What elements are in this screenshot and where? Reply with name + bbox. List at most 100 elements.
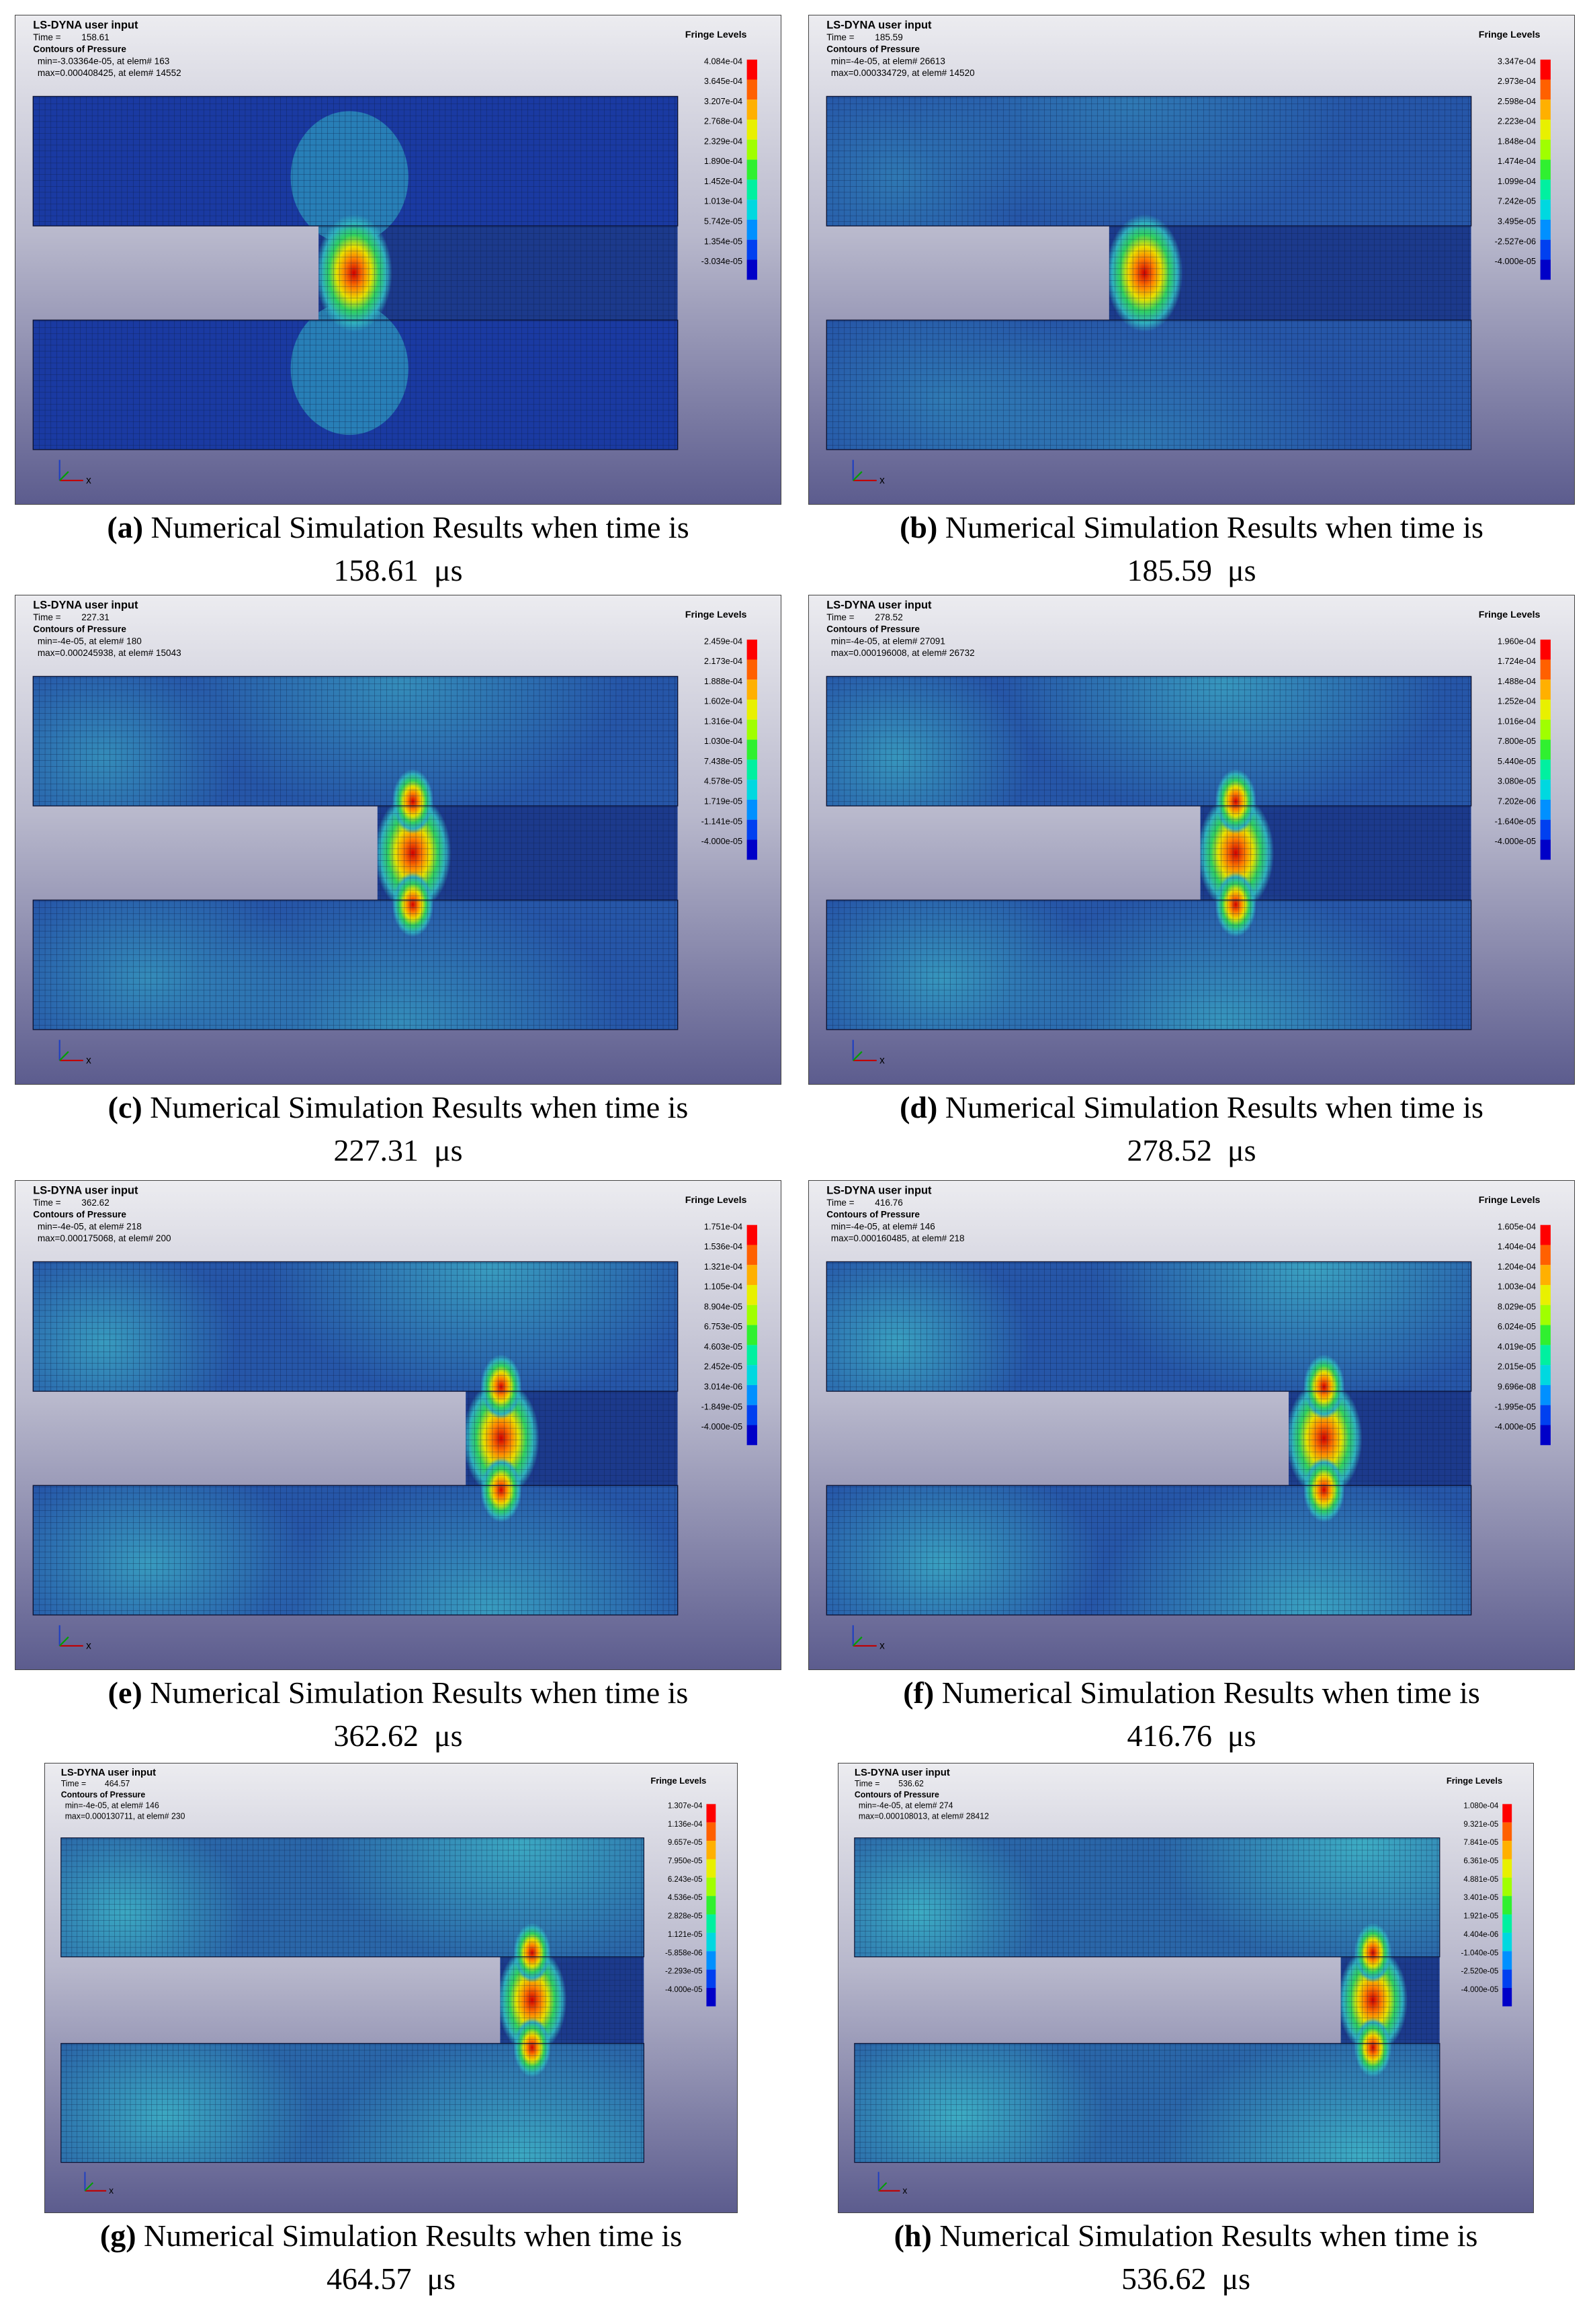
colorbar-segment <box>1540 1384 1551 1405</box>
caption-time: 416.76 <box>1127 1718 1212 1753</box>
time-label: Time = <box>826 612 854 622</box>
fringe-level: 3.207e-04 <box>704 97 742 106</box>
caption-unit: μs <box>433 1718 463 1753</box>
colorbar-segment <box>746 239 757 260</box>
fringe-level: 1.013e-04 <box>704 197 742 206</box>
fringe-level: 6.024e-05 <box>1498 1322 1536 1331</box>
triad-axis <box>58 1051 69 1061</box>
caption-line: 536.62 μs <box>838 2257 1534 2300</box>
colorbar-segment <box>746 1265 757 1286</box>
colorbar-segment <box>1502 1932 1512 1952</box>
min-line: min=-4e-05, at elem# 146 <box>65 1800 159 1810</box>
fringe-level: -4.000e-05 <box>1495 1422 1536 1431</box>
colorbar-segment <box>746 1345 757 1366</box>
colorbar-segment <box>746 819 757 840</box>
caption-unit: μs <box>1227 1133 1256 1167</box>
fringe-level: 3.347e-04 <box>1498 56 1536 66</box>
colorbar-segment <box>1540 780 1551 800</box>
colorbar-segment <box>706 1841 716 1860</box>
plate-outline <box>32 675 679 806</box>
fringe-level: 1.404e-04 <box>1498 1242 1536 1251</box>
fringe-level: 1.121e-05 <box>668 1931 703 1939</box>
plate-outline <box>826 319 1472 450</box>
min-line: min=-4e-05, at elem# 218 <box>38 1221 142 1231</box>
time-label: Time = <box>855 1779 880 1788</box>
triad-axis <box>877 2182 888 2192</box>
contour-label: Contours of Pressure <box>33 1210 126 1220</box>
panel-label: (c) <box>107 1090 142 1124</box>
colorbar-segment <box>746 839 757 860</box>
colorbar-segment <box>746 799 757 820</box>
fringe-level: 4.536e-05 <box>668 1894 703 1902</box>
fringe-level: 4.881e-05 <box>1463 1875 1498 1884</box>
caption-unit: μs <box>1227 553 1256 587</box>
colorbar-segment <box>746 1285 757 1305</box>
fringe-level: 2.973e-04 <box>1498 77 1536 86</box>
caption: (c) Numerical Simulation Results when ti… <box>15 1086 781 1172</box>
fringe-level: 5.440e-05 <box>1498 757 1536 766</box>
triad-label: x <box>879 1054 885 1066</box>
fringe-level: 2.329e-04 <box>704 136 742 146</box>
fringe-level: 6.361e-05 <box>1463 1856 1498 1865</box>
triad-axis <box>852 471 863 481</box>
caption: (b) Numerical Simulation Results when ti… <box>808 506 1575 592</box>
min-line: min=-4e-05, at elem# 274 <box>859 1800 953 1810</box>
time-line: Time = 362.62 <box>33 1198 109 1208</box>
fringe-level: 1.105e-04 <box>704 1282 742 1292</box>
fringe-level: 1.003e-04 <box>1498 1282 1536 1292</box>
contour-label: Contours of Pressure <box>33 624 126 634</box>
fringe-level: 1.354e-05 <box>704 237 742 246</box>
fringe-level: 7.950e-05 <box>668 1857 703 1865</box>
triad-axis <box>84 2182 94 2192</box>
time-line: Time = 416.76 <box>826 1198 902 1208</box>
max-line: max=0.000175068, at elem# 200 <box>38 1233 171 1243</box>
min-line: min=-4e-05, at elem# 146 <box>831 1221 935 1231</box>
fringe-level: 1.719e-05 <box>704 797 742 806</box>
panel-label: (f) <box>903 1675 935 1710</box>
time-value: 536.62 <box>898 1779 924 1788</box>
colorbar-segment <box>1540 239 1551 260</box>
colorbar-segment <box>1540 1304 1551 1325</box>
max-line: max=0.000408425, at elem# 14552 <box>38 68 181 78</box>
time-label: Time = <box>33 612 60 622</box>
caption-line: (h) Numerical Simulation Results when ti… <box>838 2214 1534 2257</box>
colorbar-segment <box>1540 1365 1551 1385</box>
colorbar-segment <box>1540 839 1551 860</box>
colorbar-segment <box>1540 179 1551 200</box>
fringe-level: 1.848e-04 <box>1498 136 1536 146</box>
colorbar-segment <box>1540 219 1551 240</box>
colorbar-segment <box>1540 819 1551 840</box>
app-title: LS-DYNA user input <box>855 1767 950 1778</box>
fringe-level: 4.084e-04 <box>704 56 742 66</box>
fringe-level: -1.640e-05 <box>1495 817 1536 826</box>
fringe-level: 7.438e-05 <box>704 757 742 766</box>
caption-text: Numerical Simulation Results when time i… <box>941 1675 1480 1710</box>
plate-outline <box>826 1261 1472 1392</box>
max-line: max=0.000160485, at elem# 218 <box>831 1233 965 1243</box>
colorbar-segment <box>1540 739 1551 760</box>
caption-line: (b) Numerical Simulation Results when ti… <box>808 506 1575 549</box>
colorbar-segment <box>706 1969 716 1988</box>
plate-outline <box>854 1837 1440 1958</box>
triad-label: x <box>109 2185 114 2196</box>
fringe-level: -4.000e-05 <box>701 837 742 846</box>
colorbar-segment <box>1502 1951 1512 1970</box>
caption-time: 227.31 <box>333 1133 419 1167</box>
max-line: max=0.000334729, at elem# 14520 <box>831 68 975 78</box>
fringe-level: 4.019e-05 <box>1498 1342 1536 1352</box>
app-title: LS-DYNA user input <box>61 1767 156 1778</box>
colorbar-segment <box>1540 1325 1551 1345</box>
colorbar-segment <box>1540 659 1551 680</box>
fringe-level: 6.243e-05 <box>668 1876 703 1884</box>
fringe-level: 7.202e-06 <box>1498 797 1536 806</box>
caption-line: 362.62 μs <box>15 1714 781 1757</box>
colorbar-segment <box>746 259 757 280</box>
colorbar-segment <box>746 1425 757 1446</box>
caption: (g) Numerical Simulation Results when ti… <box>44 2214 738 2300</box>
triad-label: x <box>86 1054 91 1066</box>
plate-outline <box>32 899 679 1030</box>
panel-label: (g) <box>99 2218 136 2253</box>
